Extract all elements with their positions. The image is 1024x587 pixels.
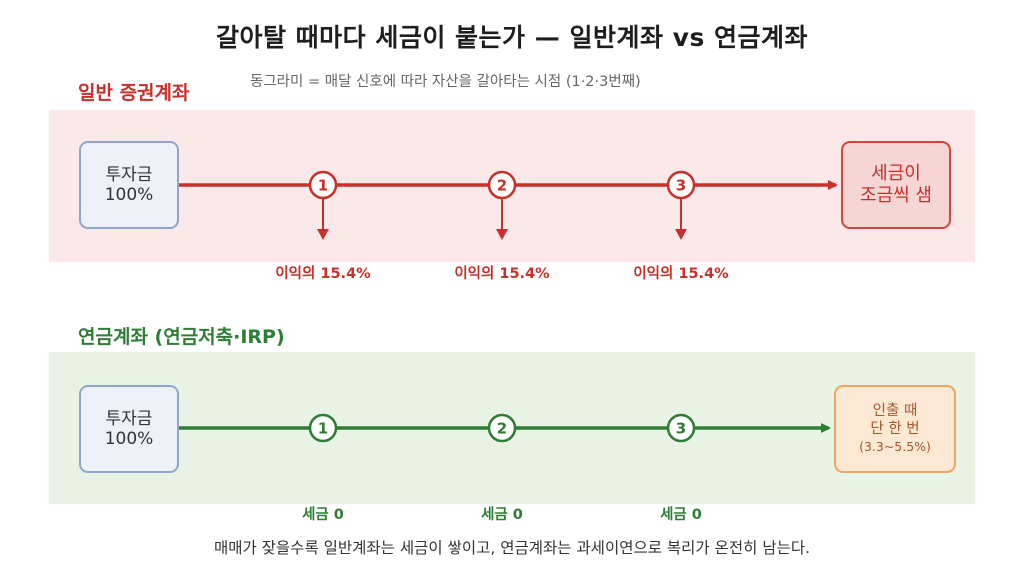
general-tax-note-1: 이익의 15.4% — [275, 266, 371, 282]
svg-text:1: 1 — [318, 420, 328, 438]
general-marker-2: 2 — [487, 170, 517, 200]
general-marker-1: 1 — [308, 170, 338, 200]
general-end-line1: 세금이 — [871, 163, 921, 184]
pension-end-box: 인출 때 단 한 번 (3.3~5.5%) — [834, 385, 956, 473]
pension-tax-note-1: 세금 0 — [302, 507, 344, 523]
general-account-label: 일반 증권계좌 — [78, 82, 190, 104]
general-start-line1: 투자금 — [105, 165, 153, 185]
pension-tax-note-2: 세금 0 — [481, 507, 523, 523]
general-start-line2: 100% — [104, 185, 154, 205]
general-end-box: 세금이 조금씩 샘 — [841, 141, 951, 229]
pension-start-line1: 투자금 — [105, 409, 153, 429]
svg-text:1: 1 — [318, 177, 328, 195]
general-start-box: 투자금 100% — [79, 141, 179, 229]
svg-text:2: 2 — [497, 177, 507, 195]
pension-start-line2: 100% — [104, 429, 154, 449]
svg-text:3: 3 — [676, 177, 686, 195]
pension-end-line2: 단 한 번 — [870, 421, 920, 437]
svg-text:3: 3 — [676, 420, 686, 438]
pension-marker-3: 3 — [666, 413, 696, 443]
caption: 매매가 잦을수록 일반계좌는 세금이 쌓이고, 연금계좌는 과세이연으로 복리가… — [213, 539, 811, 557]
general-marker-3: 3 — [666, 170, 696, 200]
general-tax-note-2: 이익의 15.4% — [454, 266, 550, 282]
general-tax-arrow-2 — [496, 199, 508, 240]
general-tax-note-3: 이익의 15.4% — [633, 266, 729, 282]
legend-note: 동그라미 = 매달 신호에 따라 자산을 갈아타는 시점 (1·2·3번째) — [250, 74, 641, 90]
pension-marker-1: 1 — [308, 413, 338, 443]
pension-account-label: 연금계좌 (연금저축·IRP) — [78, 326, 285, 348]
general-tax-arrow-3 — [675, 199, 687, 240]
pension-tax-note-3: 세금 0 — [660, 507, 702, 523]
pension-start-box: 투자금 100% — [79, 385, 179, 473]
general-tax-arrow-1 — [317, 199, 329, 240]
pension-end-line1: 인출 때 — [872, 403, 918, 419]
diagram-title: 갈아탈 때마다 세금이 붙는가 — 일반계좌 vs 연금계좌 — [215, 23, 809, 52]
pension-marker-2: 2 — [487, 413, 517, 443]
svg-text:2: 2 — [497, 420, 507, 438]
general-end-line2: 조금씩 샘 — [860, 185, 932, 206]
pension-end-line3: (3.3~5.5%) — [859, 439, 931, 454]
